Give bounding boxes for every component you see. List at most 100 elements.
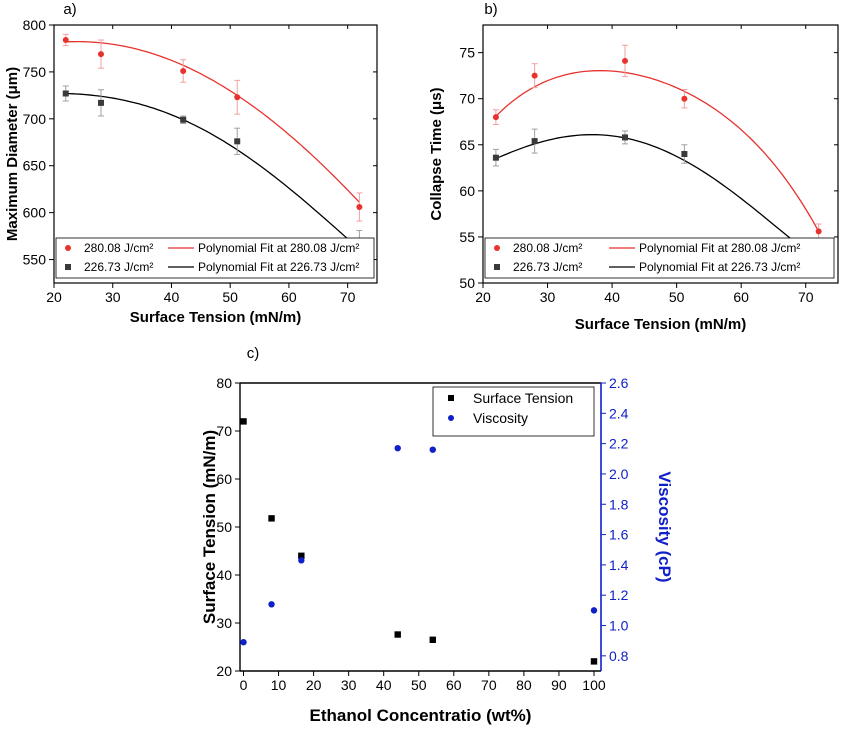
y-tick-label: 60 [216, 471, 232, 487]
legend-label: Viscosity [473, 410, 528, 426]
x-tick-label: 70 [798, 289, 814, 305]
data-point-1 [97, 51, 104, 58]
data-point-1 [234, 94, 241, 101]
y-tick-label: 50 [216, 519, 232, 535]
y2-tick-label: 2.2 [609, 436, 629, 452]
y2-tick-label: 1.6 [609, 527, 629, 543]
legend-label: Polynomial Fit at 280.08 J/cm² [198, 241, 359, 255]
y2-tick-label: 2.0 [609, 466, 629, 482]
plot-frame [482, 24, 839, 284]
data-point-1 [531, 72, 538, 79]
data-point-1 [681, 95, 688, 102]
legend-label: 280.08 J/cm² [513, 241, 582, 255]
plot-frame [53, 24, 378, 284]
legend-label: Polynomial Fit at 226.73 J/cm² [639, 260, 800, 274]
legend-marker [65, 245, 71, 251]
y2-tick-label: 2.6 [609, 375, 629, 391]
y2-tick-label: 1.2 [609, 587, 629, 603]
fit-line-0 [65, 40, 360, 203]
y-tick-label: 20 [216, 663, 232, 679]
legend-marker [65, 264, 71, 270]
x-axis-label: Surface Tension (mN/m) [130, 309, 301, 326]
y-axis-label: Collapse Time (μs) [428, 87, 445, 220]
data-point-1 [590, 658, 598, 665]
data-point-2 [394, 444, 401, 452]
x-tick-label: 60 [446, 677, 462, 693]
y-tick-label: 550 [23, 252, 47, 268]
data-point-2 [240, 639, 247, 646]
x-tick-label: 100 [582, 677, 606, 693]
data-point-1 [622, 57, 628, 64]
y-tick-label: 70 [216, 423, 232, 439]
data-point-1 [268, 515, 275, 522]
x-tick-label: 30 [341, 677, 357, 693]
legend-box [55, 237, 375, 279]
data-point-2 [429, 446, 436, 453]
y-tick-label: 650 [23, 158, 47, 174]
legend-marker [448, 395, 454, 401]
x-tick-label: 40 [164, 289, 180, 305]
x-tick-label: 40 [604, 289, 620, 305]
y-tick-label: 600 [23, 205, 47, 221]
chart-panel-c: c) 0 10 20 30 40 50 60 70 80 90 100 20 30 40 50 60 70 80 0.… [200, 345, 674, 725]
x-tick-label: 80 [516, 677, 532, 693]
y-tick-label: 80 [216, 375, 232, 391]
legend-label: Polynomial Fit at 226.73 J/cm² [198, 260, 359, 274]
data-point-2 [531, 138, 538, 145]
y-tick-label: 70 [459, 91, 475, 107]
x-tick-label: 20 [46, 289, 62, 305]
fit-line-0 [495, 69, 820, 232]
panel-label: a) [63, 1, 76, 18]
fit-line-1 [495, 134, 819, 262]
legend-label: 280.08 J/cm² [84, 241, 153, 255]
data-point-2 [622, 134, 628, 141]
x-tick-label: 30 [105, 289, 121, 305]
x-tick-label: 30 [540, 289, 556, 305]
data-point-2 [62, 90, 69, 97]
x-axis-label: Ethanol Concentratio (wt%) [310, 706, 532, 725]
y-tick-label: 65 [459, 137, 475, 153]
chart-panel-b: b) 20 30 40 50 60 70 50 55 60 65 70 75 Surface Tensio… [428, 1, 839, 333]
data-point-1 [492, 114, 499, 121]
x-tick-label: 50 [411, 677, 427, 693]
y-tick-label: 50 [459, 275, 475, 291]
y2-tick-label: 2.4 [609, 405, 629, 421]
y2-axis-label: Viscosity (cP) [655, 471, 674, 582]
x-tick-label: 90 [551, 677, 567, 693]
data-point-1 [298, 552, 305, 559]
legend-label: Polynomial Fit at 280.08 J/cm² [639, 241, 800, 255]
y-tick-label: 30 [216, 615, 232, 631]
y-tick-label: 700 [23, 111, 47, 127]
y2-tick-label: 1.8 [609, 496, 629, 512]
y-tick-label: 750 [23, 64, 47, 80]
y-axis-label: Maximum Diameter (μm) [4, 67, 21, 241]
data-point-1 [429, 636, 436, 643]
x-tick-label: 60 [281, 289, 297, 305]
x-tick-label: 70 [340, 289, 356, 305]
x-tick-label: 60 [733, 289, 749, 305]
x-tick-label: 20 [306, 677, 322, 693]
legend-marker [494, 264, 500, 270]
x-tick-label: 20 [475, 289, 491, 305]
data-point-1 [815, 228, 822, 235]
x-axis-label: Surface Tension (mN/m) [575, 316, 746, 333]
fit-line-1 [65, 92, 360, 250]
data-point-2 [492, 154, 499, 161]
legend-marker [448, 415, 454, 421]
chart-panel-a: a) 20 30 40 50 60 70 550 600 650 700 750 800 Surface … [4, 1, 378, 326]
data-point-2 [681, 151, 688, 157]
panel-label: b) [484, 1, 497, 18]
data-point-1 [62, 37, 69, 44]
data-point-2 [180, 116, 187, 123]
y-tick-label: 40 [216, 567, 232, 583]
y-tick-label: 60 [459, 183, 475, 199]
legend-label: 226.73 J/cm² [84, 260, 153, 274]
data-point-1 [356, 204, 363, 211]
panel-label: c) [247, 345, 260, 362]
data-point-2 [234, 138, 241, 145]
data-point-2 [298, 557, 305, 564]
data-point-2 [268, 601, 275, 608]
data-point-1 [240, 418, 247, 425]
x-tick-label: 40 [376, 677, 392, 693]
